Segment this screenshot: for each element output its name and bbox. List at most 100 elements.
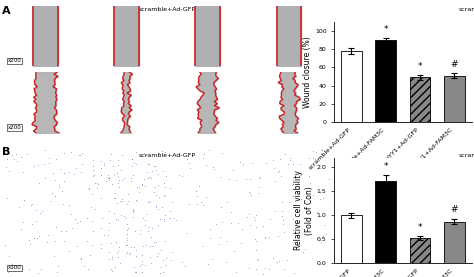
Point xyxy=(90,173,98,177)
Point xyxy=(156,271,164,275)
Point xyxy=(138,270,146,274)
Point xyxy=(275,169,283,173)
Point xyxy=(125,191,132,196)
Point xyxy=(49,171,57,176)
Point xyxy=(8,152,15,157)
Point xyxy=(141,184,149,188)
Point xyxy=(86,186,93,191)
Point xyxy=(217,205,225,209)
Point xyxy=(116,261,124,266)
Point xyxy=(65,203,73,207)
Point xyxy=(106,208,113,213)
Point xyxy=(136,153,143,158)
Point xyxy=(193,202,201,207)
Point xyxy=(116,199,124,203)
Point xyxy=(255,185,263,189)
Bar xyxy=(341,51,362,122)
Point xyxy=(230,249,237,253)
Point xyxy=(155,222,162,227)
Point xyxy=(31,164,38,169)
Point xyxy=(306,156,313,161)
Point xyxy=(53,157,60,161)
Point xyxy=(271,209,278,213)
Point xyxy=(309,156,317,160)
Point xyxy=(244,236,252,240)
Point xyxy=(294,181,301,185)
Point xyxy=(83,216,91,220)
Point xyxy=(145,176,152,180)
Point xyxy=(69,226,76,230)
Point xyxy=(118,153,126,158)
Point xyxy=(98,242,105,246)
Point xyxy=(319,196,327,200)
Point xyxy=(146,200,153,204)
Point xyxy=(9,262,16,267)
Point xyxy=(131,245,138,249)
Point xyxy=(163,192,171,196)
Point xyxy=(78,162,86,166)
Point xyxy=(313,210,321,214)
Point xyxy=(163,256,170,260)
Point xyxy=(88,219,95,223)
Text: x200: x200 xyxy=(8,58,22,63)
Point xyxy=(200,243,207,248)
Point xyxy=(115,175,122,179)
Point xyxy=(290,217,297,222)
Point xyxy=(223,199,231,204)
Point xyxy=(93,186,101,191)
Point xyxy=(45,156,53,160)
Point xyxy=(115,245,123,249)
Point xyxy=(216,175,224,179)
Point xyxy=(196,184,203,188)
Point xyxy=(60,179,68,183)
Point xyxy=(309,193,317,197)
Point xyxy=(292,222,300,227)
Point xyxy=(162,194,169,199)
Point xyxy=(109,163,117,168)
Point xyxy=(274,234,282,239)
Point xyxy=(77,153,84,157)
Point xyxy=(136,186,143,191)
Point xyxy=(146,254,154,259)
Point xyxy=(317,240,324,245)
Point xyxy=(158,204,166,209)
Point xyxy=(282,151,289,156)
Point xyxy=(251,237,259,242)
Point xyxy=(140,176,147,181)
Point xyxy=(292,207,300,211)
Point xyxy=(155,251,162,255)
Point xyxy=(44,233,52,237)
Point xyxy=(97,196,105,200)
Point xyxy=(33,236,40,240)
Point xyxy=(199,156,207,160)
Point xyxy=(143,170,150,174)
Point xyxy=(212,221,220,226)
Point xyxy=(48,191,55,195)
Point xyxy=(318,148,326,152)
Text: *: * xyxy=(383,162,388,171)
Point xyxy=(298,196,305,201)
Bar xyxy=(444,76,465,122)
Point xyxy=(108,268,116,273)
Point xyxy=(98,173,105,177)
Point xyxy=(82,271,90,275)
Point xyxy=(88,243,96,248)
Point xyxy=(44,240,51,244)
Point xyxy=(51,238,59,243)
Point xyxy=(216,234,223,239)
Point xyxy=(82,165,89,169)
Point xyxy=(151,240,158,245)
Point xyxy=(152,202,160,207)
Point xyxy=(181,263,189,268)
Point xyxy=(141,262,149,267)
Point xyxy=(262,235,269,240)
Point xyxy=(325,177,332,181)
Point xyxy=(253,258,261,262)
Point xyxy=(319,234,327,238)
Point xyxy=(124,199,132,203)
Point xyxy=(97,166,105,171)
Y-axis label: Wound closure (%): Wound closure (%) xyxy=(303,36,312,108)
Point xyxy=(57,229,64,234)
Point xyxy=(155,207,162,211)
Point xyxy=(148,244,156,248)
